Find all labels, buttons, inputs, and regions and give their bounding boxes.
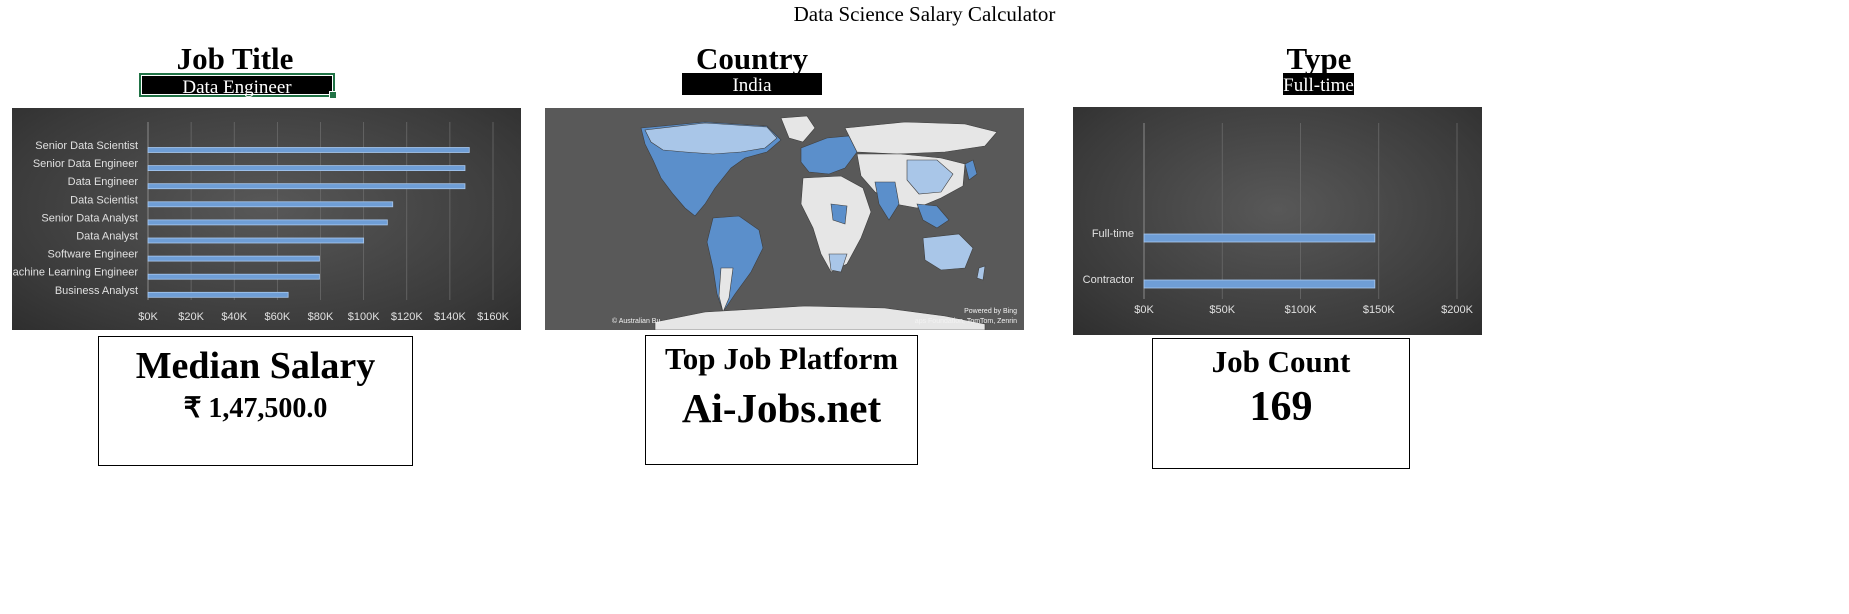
map-region-southeast-asia: [916, 203, 950, 229]
x-tick-label: $60K: [265, 311, 291, 323]
x-tick-label: $100K: [1285, 304, 1317, 316]
category-label: Full-time: [1092, 228, 1134, 240]
map-region-south-america: [706, 215, 764, 313]
map-region-china: [906, 159, 954, 195]
bar[interactable]: [147, 201, 394, 208]
top-job-platform-value: Ai-Jobs.net: [681, 385, 882, 431]
x-tick-label: $200K: [1441, 304, 1473, 316]
map-region-argentina: [718, 267, 734, 313]
category-label: Data Analyst: [76, 231, 138, 243]
bar[interactable]: [147, 291, 289, 298]
type-value: Full-time: [1283, 75, 1354, 96]
map-region-new-zealand: [976, 265, 986, 281]
map-powered-by: Powered by Bing: [964, 308, 1017, 315]
category-label: Senior Data Engineer: [33, 158, 139, 170]
bar[interactable]: [147, 147, 470, 153]
x-tick-label: $120K: [391, 311, 423, 323]
x-tick-label: $140K: [434, 311, 466, 323]
job-count-card: Job Count 169: [1152, 338, 1410, 469]
x-tick-label: $0K: [138, 311, 158, 323]
map-region-australia: [922, 233, 974, 271]
type-label: Type: [1286, 41, 1352, 76]
category-label: Contractor: [1083, 274, 1135, 286]
category-label: Business Analyst: [55, 285, 138, 297]
job-title-select[interactable]: Data Engineer: [139, 73, 337, 99]
map-region-japan: [964, 159, 978, 181]
map-region-canada: [644, 122, 778, 155]
x-tick-label: $20K: [178, 311, 204, 323]
category-label: Senior Data Analyst: [41, 212, 138, 224]
top-job-platform-card: Top Job Platform Ai-Jobs.net: [645, 335, 918, 465]
map-region-europe: [800, 135, 858, 175]
map-region-antarctica: [654, 305, 986, 330]
bar[interactable]: [1143, 279, 1376, 289]
x-tick-label: $40K: [221, 311, 247, 323]
map-region-russia: [844, 121, 998, 155]
category-label: Data Engineer: [68, 176, 139, 188]
map-region-africa: [800, 175, 872, 273]
category-label: Software Engineer: [48, 249, 139, 261]
map-credit-left: © Australian Bu: [612, 317, 660, 325]
category-label: Machine Learning Engineer: [12, 267, 138, 279]
x-tick-label: $100K: [348, 311, 380, 323]
x-tick-label: $0K: [1134, 304, 1154, 316]
map-region-south-africa: [828, 253, 848, 273]
country-salary-map[interactable]: Powered by Bing © Australian Bu aps Foun…: [545, 108, 1024, 330]
median-salary-value: ₹ 1,47,500.0: [183, 393, 328, 424]
job-title-salary-chart[interactable]: $0K $20K $40K $60K $80K $100K $120K $140K $160K S…: [12, 108, 521, 330]
x-tick-label: $80K: [308, 311, 334, 323]
type-chart-svg: $0K $50K $100K $150K $200K Full-time Contracto…: [1083, 123, 1474, 316]
x-tick-label: $150K: [1363, 304, 1395, 316]
country-label: Country: [696, 41, 808, 76]
map-credit-right: aps Foundation, TomTom, Zenrin: [915, 318, 1017, 325]
cell-fill-handle[interactable]: [329, 91, 337, 99]
job-count-value: 169: [1249, 384, 1313, 430]
bar[interactable]: [1143, 233, 1376, 243]
map-region-africa-highlight: [830, 203, 848, 225]
map-region-india: [874, 181, 900, 221]
median-salary-title: Median Salary: [135, 345, 376, 387]
bar[interactable]: [147, 219, 388, 226]
top-job-platform-title: Top Job Platform: [664, 341, 899, 376]
category-label: Senior Data Scientist: [35, 140, 138, 152]
type-select[interactable]: Full-time: [1283, 73, 1354, 96]
map-region-greenland: [780, 115, 816, 143]
country-value: India: [732, 75, 772, 96]
category-label: Data Scientist: [70, 194, 138, 206]
bar[interactable]: [147, 273, 320, 280]
median-salary-card: Median Salary ₹ 1,47,500.0: [98, 336, 413, 466]
job-title-chart-svg: $0K $20K $40K $60K $80K $100K $120K $140K $160K S…: [12, 122, 510, 323]
bar[interactable]: [147, 237, 365, 244]
x-tick-label: $50K: [1209, 304, 1235, 316]
type-salary-chart[interactable]: $0K $50K $100K $150K $200K Full-time Contracto…: [1073, 107, 1482, 335]
job-count-title: Job Count: [1211, 344, 1351, 379]
job-title-label: Job Title: [176, 41, 294, 76]
job-title-value: Data Engineer: [182, 77, 292, 98]
bar[interactable]: [147, 183, 466, 190]
world-map-svg: Powered by Bing © Australian Bu aps Foun…: [612, 115, 1017, 330]
country-select[interactable]: India: [682, 73, 822, 96]
bar[interactable]: [147, 255, 320, 262]
bar[interactable]: [147, 165, 466, 171]
x-tick-label: $160K: [477, 311, 509, 323]
page-title: Data Science Salary Calculator: [793, 2, 1056, 26]
